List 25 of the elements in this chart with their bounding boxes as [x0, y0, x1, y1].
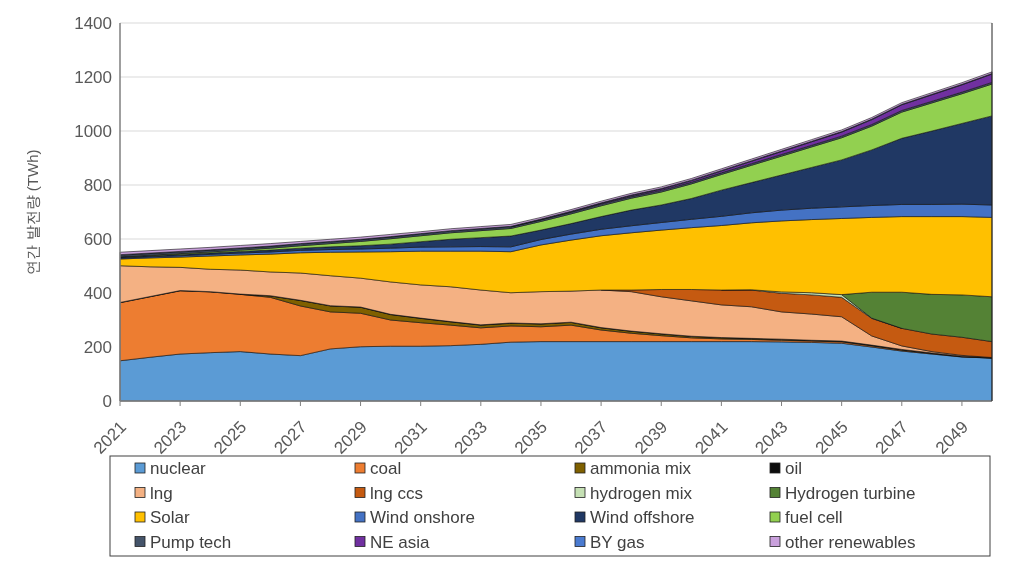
legend-label: Solar — [150, 508, 191, 527]
legend-label: Hydrogen turbine — [785, 483, 916, 503]
y-tick-label: 1000 — [74, 122, 112, 141]
y-tick-label: 200 — [83, 338, 112, 357]
legend-label: NE asia — [370, 532, 431, 552]
y-tick-label: 1400 — [74, 14, 112, 33]
legend-label: hydrogen mix — [590, 483, 693, 503]
legend-label: other renewables — [785, 532, 916, 552]
y-tick-label: 400 — [83, 284, 112, 303]
y-tick-label: 1200 — [74, 68, 112, 87]
legend-label: BY gas — [590, 532, 645, 552]
legend-label: nuclear — [150, 459, 207, 478]
y-axis-title: 연간 발전량 (TWh) — [24, 149, 41, 275]
legend-label: Pump tech — [150, 532, 232, 552]
legend-label: lng — [150, 483, 173, 503]
legend-label: lng ccs — [370, 483, 423, 503]
legend-label: coal — [370, 459, 402, 478]
legend-label: Wind onshore — [370, 508, 475, 527]
y-tick-label: 800 — [83, 176, 112, 195]
legend-label: oil — [785, 459, 803, 478]
legend-label: Wind offshore — [590, 508, 695, 527]
legend-label: fuel cell — [785, 508, 843, 527]
legend-label: ammonia mix — [590, 459, 692, 478]
y-tick-label: 0 — [102, 392, 112, 411]
y-tick-label: 600 — [83, 230, 112, 249]
